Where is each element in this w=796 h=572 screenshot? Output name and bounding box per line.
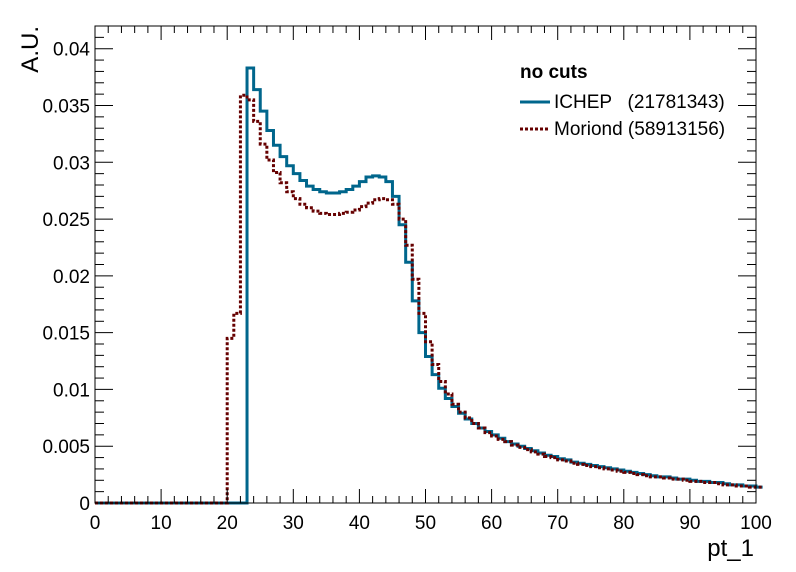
y-tick-label: 0.04 bbox=[53, 40, 90, 61]
legend: no cuts ICHEP (21781343) Moriond (589131… bbox=[520, 62, 725, 140]
x-tick-label: 0 bbox=[90, 513, 101, 534]
x-tick-label: 80 bbox=[613, 513, 634, 534]
y-tick-label: 0.03 bbox=[53, 153, 90, 174]
y-tick-label: 0 bbox=[79, 494, 90, 515]
tick-labels-layer: 0 10 20 30 40 50 60 70 80 90 100 0 0.005 0.01 0.015 0.0… bbox=[42, 40, 771, 534]
x-tick-label: 20 bbox=[217, 513, 238, 534]
legend-label-moriond: Moriond (58913156) bbox=[554, 119, 725, 140]
legend-title: no cuts bbox=[520, 62, 588, 83]
y-tick-label: 0.015 bbox=[42, 324, 90, 345]
series-line-1 bbox=[95, 93, 763, 505]
x-tick-label: 40 bbox=[349, 513, 370, 534]
x-tick-label: 100 bbox=[740, 513, 772, 534]
y-tick-label: 0.025 bbox=[42, 210, 90, 231]
y-axis-title: A.U. bbox=[17, 26, 44, 73]
x-tick-label: 10 bbox=[151, 513, 172, 534]
x-tick-label: 60 bbox=[481, 513, 502, 534]
y-tick-label: 0.01 bbox=[53, 380, 90, 401]
legend-label-ichep: ICHEP (21781343) bbox=[554, 92, 725, 113]
y-tick-label: 0.02 bbox=[53, 267, 90, 288]
y-tick-label: 0.035 bbox=[42, 97, 90, 118]
x-axis-title: pt_1 bbox=[707, 535, 754, 562]
x-tick-label: 70 bbox=[547, 513, 568, 534]
series-layer bbox=[95, 66, 763, 505]
y-tick-label: 0.005 bbox=[42, 437, 90, 458]
x-tick-label: 50 bbox=[415, 513, 436, 534]
plot-frame bbox=[94, 25, 757, 504]
x-tick-label: 30 bbox=[283, 513, 304, 534]
x-tick-label: 90 bbox=[679, 513, 700, 534]
